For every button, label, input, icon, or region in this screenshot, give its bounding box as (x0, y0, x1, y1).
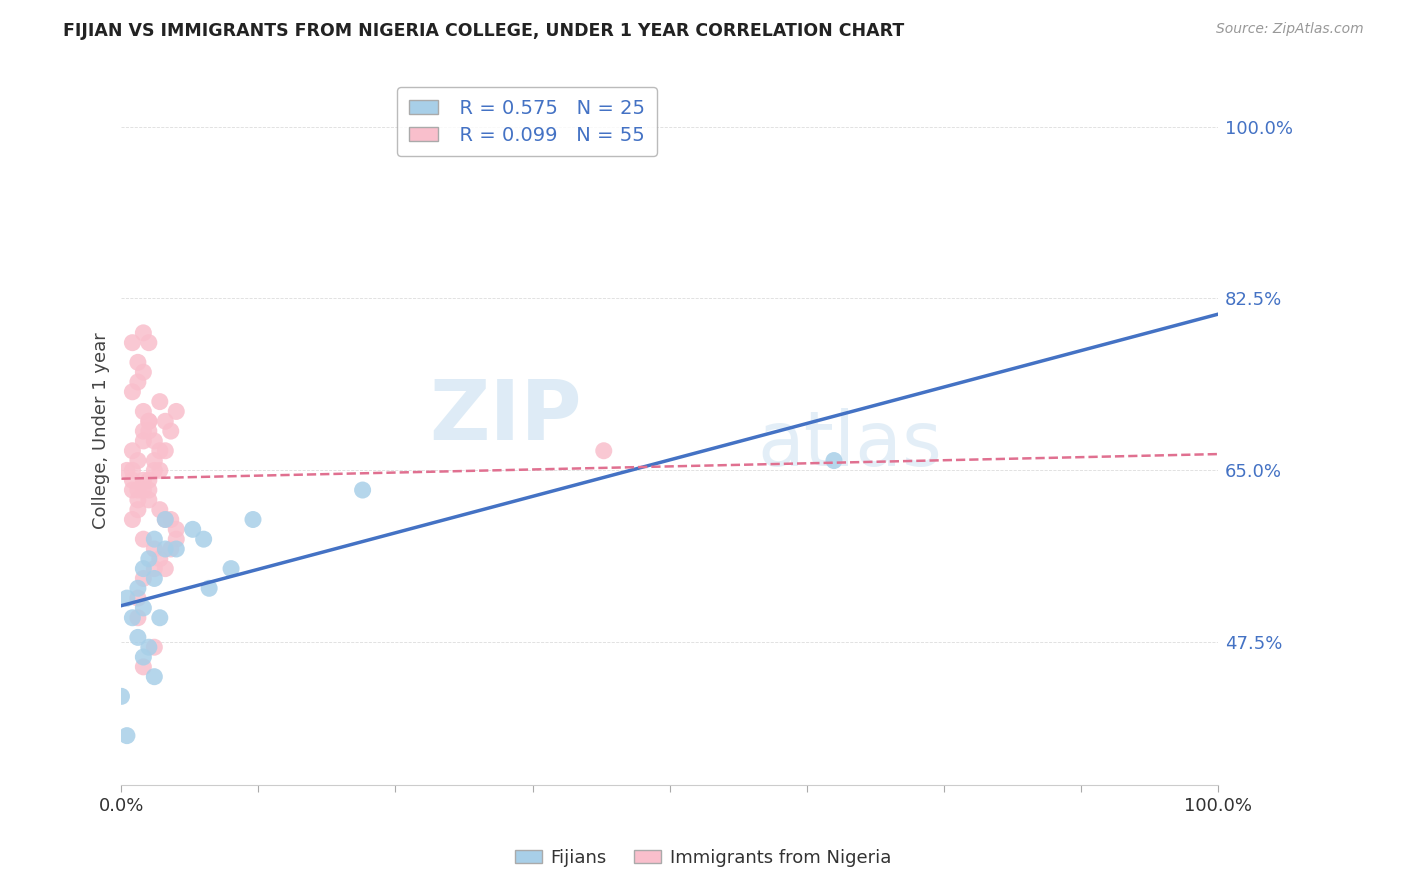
Point (165, 404, 187, 418)
Point (155, 414, 177, 428)
Point (132, 532, 155, 546)
Point (121, 512, 143, 526)
Y-axis label: College, Under 1 year: College, Under 1 year (93, 333, 110, 530)
Point (132, 561, 155, 575)
Text: FIJIAN VS IMMIGRANTS FROM NIGERIA COLLEGE, UNDER 1 YEAR CORRELATION CHART: FIJIAN VS IMMIGRANTS FROM NIGERIA COLLEG… (63, 22, 904, 40)
Point (193, 532, 215, 546)
Point (132, 473, 155, 487)
Legend:   R = 0.575   N = 25,   R = 0.099   N = 55: R = 0.575 N = 25, R = 0.099 N = 55 (396, 87, 657, 156)
Point (155, 512, 177, 526)
Point (198, 582, 221, 596)
Point (149, 443, 172, 458)
Point (155, 443, 177, 458)
Point (143, 541, 166, 556)
Point (165, 532, 187, 546)
Point (132, 650, 155, 665)
Point (121, 611, 143, 625)
Point (155, 561, 177, 575)
Point (110, 690, 132, 704)
Point (138, 414, 160, 428)
Point (127, 453, 149, 467)
Text: Source: ZipAtlas.com: Source: ZipAtlas.com (1216, 22, 1364, 37)
Point (132, 601, 155, 615)
Point (149, 551, 172, 566)
Point (121, 335, 143, 350)
Point (132, 365, 155, 379)
Point (138, 483, 160, 497)
Point (219, 561, 242, 575)
Point (121, 473, 143, 487)
Point (181, 522, 204, 536)
Point (143, 532, 166, 546)
Point (121, 483, 143, 497)
Point (132, 424, 155, 438)
Point (138, 424, 160, 438)
Point (138, 335, 160, 350)
Point (143, 670, 166, 684)
Point (127, 492, 149, 507)
Point (127, 591, 149, 606)
Point (143, 640, 166, 655)
Point (132, 571, 155, 585)
Legend: Fijians, Immigrants from Nigeria: Fijians, Immigrants from Nigeria (508, 842, 898, 874)
Point (155, 541, 177, 556)
Point (115, 729, 138, 743)
Point (132, 660, 155, 674)
Point (127, 355, 149, 369)
Point (143, 561, 166, 575)
Point (132, 404, 155, 418)
Text: atlas: atlas (758, 409, 942, 483)
Point (143, 453, 166, 467)
Point (823, 453, 845, 467)
Point (132, 483, 155, 497)
Point (149, 611, 172, 625)
Text: ZIP: ZIP (429, 376, 582, 458)
Point (352, 483, 374, 497)
Point (138, 551, 160, 566)
Point (592, 443, 614, 458)
Point (127, 375, 149, 389)
Point (132, 326, 155, 340)
Point (165, 541, 187, 556)
Point (127, 631, 149, 645)
Point (138, 640, 160, 655)
Point (165, 522, 187, 536)
Point (159, 541, 181, 556)
Point (138, 473, 160, 487)
Point (149, 463, 172, 477)
Point (138, 414, 160, 428)
Point (138, 492, 160, 507)
Point (121, 384, 143, 399)
Point (127, 582, 149, 596)
Point (159, 424, 181, 438)
Point (149, 502, 172, 516)
Point (159, 512, 181, 526)
Point (155, 512, 177, 526)
Point (121, 443, 143, 458)
Point (143, 434, 166, 448)
Point (127, 483, 149, 497)
Point (115, 591, 138, 606)
Point (143, 463, 166, 477)
Point (149, 394, 172, 409)
Point (127, 611, 149, 625)
Point (242, 512, 264, 526)
Point (143, 571, 166, 585)
Point (115, 463, 138, 477)
Point (127, 502, 149, 516)
Point (121, 463, 143, 477)
Point (132, 434, 155, 448)
